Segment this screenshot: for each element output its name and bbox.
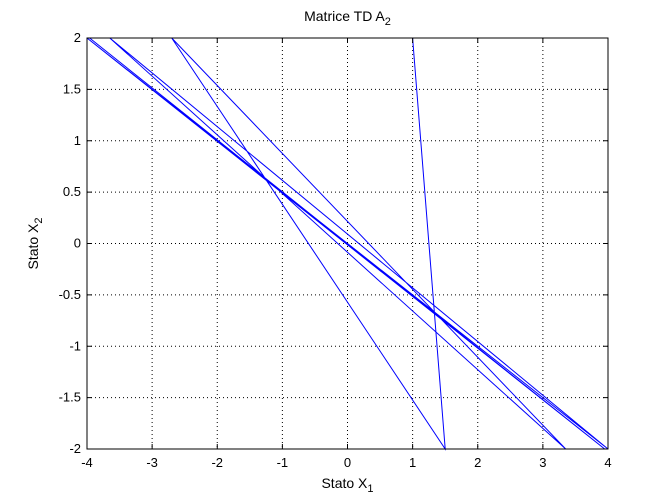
x-axis-label: Stato X1 [321,475,373,495]
y-tick-label: 0 [74,236,81,251]
y-tick-label: 2 [74,30,81,45]
x-axis-label-main: Stato X [321,475,368,491]
y-tick-label: -1 [69,338,81,353]
y-axis-label: Stato X2 [25,217,45,269]
x-tick-label: 1 [409,455,416,470]
x-tick-label: 3 [539,455,546,470]
x-tick-label: 0 [344,455,351,470]
y-tick-label: -2 [69,441,81,456]
x-tick-label: 2 [474,455,481,470]
y-tick-label: 0.5 [63,184,81,199]
y-tick-label: -1.5 [59,390,81,405]
x-axis-label-sub: 1 [367,483,373,495]
y-tick-label: -0.5 [59,287,81,302]
x-tick-label: -4 [81,455,93,470]
chart-title-sub: 2 [385,16,391,28]
x-tick-label: -1 [277,455,289,470]
ticks: -4 -3 -2 -1 0 1 2 3 4 -2 -1.5 -1 -0.5 0 0.5 1 1.5 2 [59,30,612,470]
y-axis-label-main: Stato X [25,223,41,270]
chart-title: Matrice TD A2 [304,8,391,28]
y-tick-label: 1 [74,133,81,148]
x-tick-label: 4 [604,455,611,470]
x-tick-label: -2 [211,455,223,470]
chart-title-main: Matrice TD A [304,8,385,24]
x-tick-label: -3 [146,455,158,470]
y-tick-label: 1.5 [63,81,81,96]
series-line [86,37,609,451]
y-axis-label-sub: 2 [33,217,45,223]
series-layer [86,37,609,451]
